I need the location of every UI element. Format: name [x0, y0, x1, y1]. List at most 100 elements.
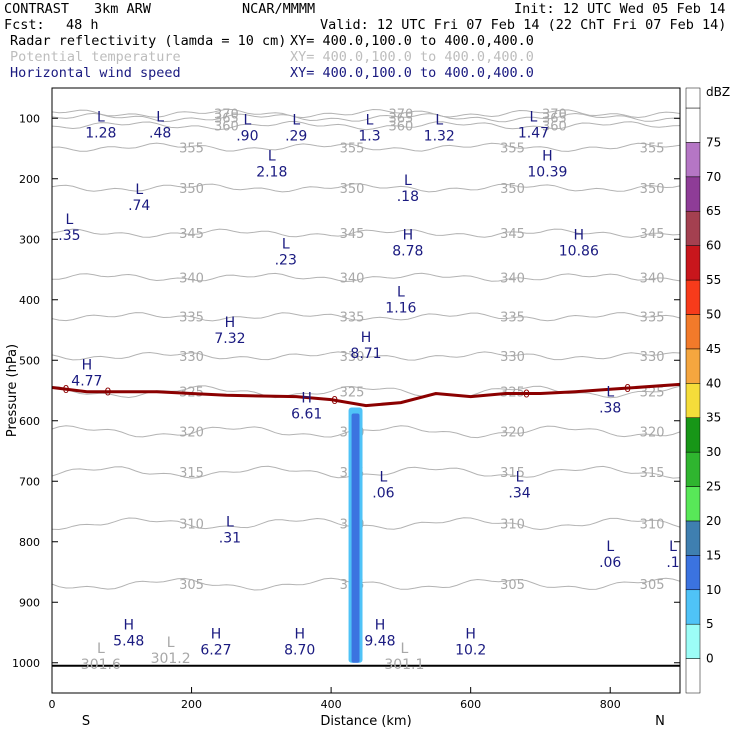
theta-contour — [52, 517, 680, 531]
wind-extremum-value: 9.48 — [364, 633, 395, 649]
theta-contour — [52, 228, 680, 238]
wind-extremum-letter: L — [606, 385, 614, 401]
wind-extremum-value: .18 — [397, 189, 419, 205]
theta-contour-label: 330 — [500, 350, 525, 365]
theta-contour-label: 350 — [500, 182, 525, 197]
colorbar-level-label: 15 — [706, 548, 721, 562]
wind-extremum-letter: L — [380, 469, 388, 485]
theta-extremum-letter: L — [167, 635, 175, 651]
colorbar-level-label: 50 — [706, 307, 721, 321]
colorbar-level-label: 40 — [706, 376, 721, 390]
wind-extremum-value: .29 — [285, 128, 307, 144]
wind-extremum-value: .35 — [58, 228, 80, 244]
colorbar-level-label: 70 — [706, 170, 721, 184]
theta-contour-label: 315 — [640, 466, 665, 481]
theta-contour-label: 340 — [500, 271, 525, 286]
freezing-level-label: 0 — [523, 388, 530, 401]
theta-contour-label: 355 — [640, 141, 665, 156]
wind-extremum-letter: L — [268, 149, 276, 165]
wind-extremum-letter: L — [135, 182, 143, 198]
colorbar-swatch — [685, 589, 701, 625]
wind-extremum-letter: L — [397, 285, 405, 301]
colorbar-level-label: 30 — [706, 445, 721, 459]
theta-contour-label: 335 — [340, 311, 365, 326]
y-tick-label: 600 — [19, 415, 40, 428]
model-name: 3km ARW — [94, 1, 151, 17]
theta-contour-label: 315 — [500, 466, 525, 481]
theta-contour-label: 345 — [500, 227, 525, 242]
theta-contour — [52, 425, 680, 439]
theta-contour-label: 325 — [340, 386, 365, 401]
wind-extremum-letter: H — [211, 627, 222, 643]
theta-extremum-letter: L — [400, 641, 408, 657]
forecast-hour: 48 h — [66, 17, 99, 33]
colorbar-swatch — [685, 176, 701, 212]
colorbar-unit: dBZ — [706, 85, 730, 99]
wind-extremum-letter: L — [530, 109, 538, 125]
theta-contour — [52, 112, 680, 123]
wind-extremum-value: 1.47 — [518, 125, 549, 141]
colorbar-level-label: 75 — [706, 135, 721, 149]
theta-contour-label: 335 — [179, 311, 204, 326]
field-xy-wind: XY= 400.0,100.0 to 400.0,400.0 — [290, 65, 534, 81]
theta-contour-label: 340 — [179, 271, 204, 286]
colorbar-swatch — [685, 245, 701, 281]
x-tick-label: 0 — [49, 698, 56, 711]
theta-contour-label: 305 — [640, 578, 665, 593]
wind-extremum-letter: L — [97, 109, 105, 125]
colorbar-swatch — [685, 486, 701, 522]
field-xy-reflectivity: XY= 400.0,100.0 to 400.0,400.0 — [290, 33, 534, 49]
freezing-level-line — [52, 382, 680, 408]
theta-extremum-value: 301.1 — [384, 657, 424, 673]
colorbar-level-label: 25 — [706, 480, 721, 494]
theta-contour-label: 350 — [640, 182, 665, 197]
wind-extremum-value: .38 — [599, 401, 621, 417]
wind-extremum-value: 10.39 — [527, 165, 567, 181]
wind-extremum-letter: H — [403, 227, 414, 243]
colorbar-swatch — [685, 623, 701, 659]
field-name-theta: Potential temperature — [10, 49, 181, 65]
wind-extremum-value: .06 — [599, 555, 621, 571]
wind-extremum-value: 5.48 — [113, 633, 144, 649]
wind-extremum-letter: H — [465, 627, 476, 643]
y-tick-label: 300 — [19, 233, 40, 246]
wind-extremum-letter: H — [301, 391, 312, 407]
colorbar-level-label: 55 — [706, 273, 721, 287]
theta-contour — [52, 121, 680, 131]
experiment-name: CONTRAST — [4, 1, 70, 17]
y-axis-title: Pressure (hPa) — [5, 344, 20, 437]
theta-contour-label: 330 — [340, 350, 365, 365]
wind-extremum-value: .06 — [372, 485, 394, 501]
y-tick-label: 700 — [19, 475, 40, 488]
freezing-level-label: 0 — [104, 386, 111, 399]
wind-extremum-letter: H — [361, 330, 372, 346]
y-tick-label: 1000 — [12, 657, 40, 670]
wind-extremum-letter: L — [404, 173, 412, 189]
theta-extremum-letter: L — [97, 641, 105, 657]
theta-contour-label: 340 — [340, 271, 365, 286]
x-tick-label: 400 — [321, 698, 342, 711]
wind-extremum-value: 1.32 — [424, 128, 455, 144]
wind-extremum-value: .74 — [128, 198, 150, 214]
wind-extremum-value: 1.28 — [85, 125, 116, 141]
wind-extremum-letter: L — [606, 539, 614, 555]
south-label: S — [82, 714, 90, 729]
colorbar-cap — [685, 87, 701, 109]
x-tick-label: 200 — [181, 698, 202, 711]
theta-contour-label: 370 — [542, 107, 567, 122]
wind-extremum-letter: L — [516, 469, 524, 485]
wind-extremum-letter: H — [574, 227, 585, 243]
wind-extremum-letter: H — [82, 357, 93, 373]
theta-contour-label: 345 — [340, 227, 365, 242]
theta-contour — [52, 351, 680, 361]
colorbar-level-label: 0 — [706, 652, 714, 666]
theta-contour-label: 370 — [214, 107, 239, 122]
theta-contour-label: 335 — [500, 311, 525, 326]
wind-extremum-value: 2.18 — [256, 165, 287, 181]
wind-extremum-value: 10.2 — [455, 643, 486, 659]
organization: NCAR/MMMM — [242, 1, 316, 17]
theta-contour-label: 360 — [214, 120, 239, 135]
colorbar-swatch — [685, 383, 701, 418]
theta-contour — [52, 465, 680, 479]
